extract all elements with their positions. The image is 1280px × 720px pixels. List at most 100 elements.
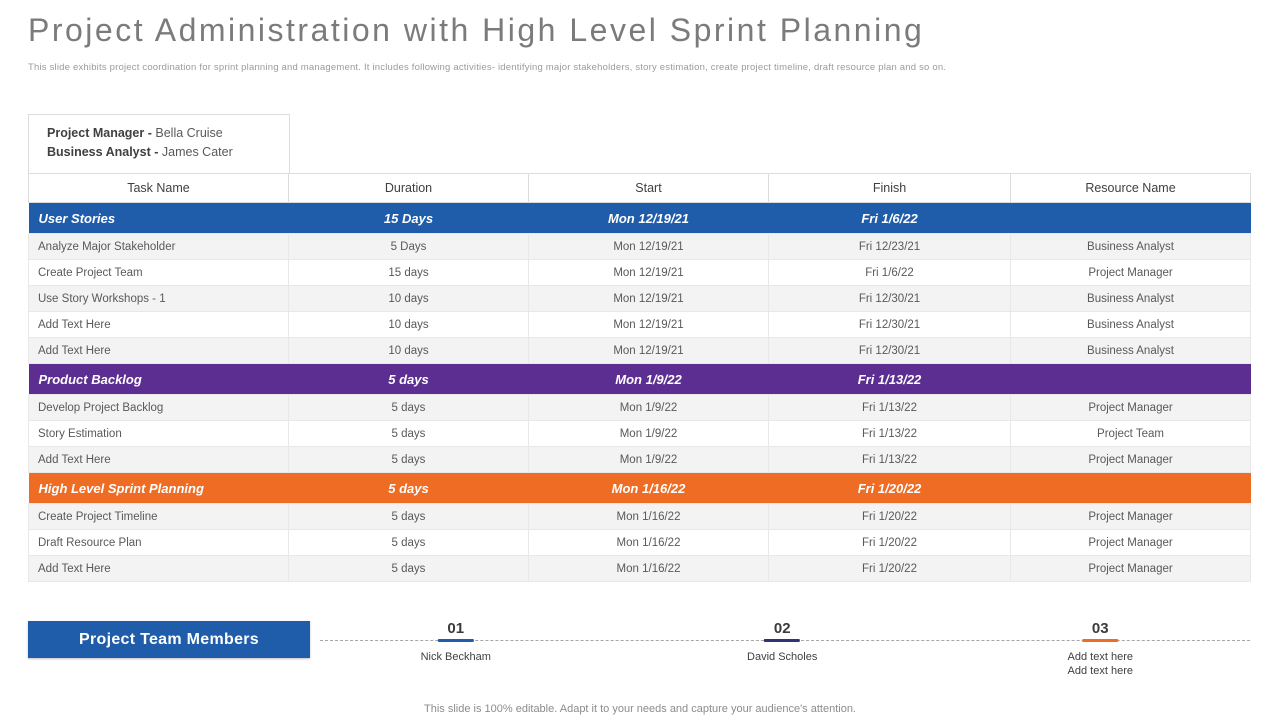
finish-cell: Fri 1/6/22 [768, 259, 1011, 286]
duration-cell: 5 days [288, 503, 529, 530]
manager-info-box: Project Manager - Bella Cruise Business … [28, 114, 290, 173]
finish-cell: Fri 1/20/22 [768, 529, 1011, 556]
duration-cell: 5 days [288, 446, 529, 473]
section-header-row: User Stories 15 Days Mon 12/19/21 Fri 1/6/2… [28, 202, 1251, 234]
task-name-cell: Add Text Here [28, 337, 289, 364]
sprint-planning-table: Task Name Duration Start Finish Resource… [28, 173, 1251, 582]
finish-cell: Fri 12/30/21 [768, 311, 1011, 338]
resource-cell: Project Manager [1010, 503, 1251, 530]
member-number: 03 [1079, 620, 1121, 637]
member-accent-underline [1082, 639, 1119, 642]
section-value-cell [1011, 364, 1251, 395]
finish-cell: Fri 1/20/22 [768, 555, 1011, 582]
project-team-members-button[interactable]: Project Team Members [28, 621, 310, 658]
column-header-resource-name: Resource Name [1010, 173, 1251, 203]
table-row: Add Text Here 5 days Mon 1/9/22 Fri 1/13/22… [28, 446, 1251, 473]
task-name-cell: Add Text Here [28, 555, 289, 582]
page-title: Project Administration with High Level S… [28, 12, 925, 48]
task-name-cell: Story Estimation [28, 420, 289, 447]
start-cell: Mon 1/16/22 [528, 555, 769, 582]
duration-cell: 5 days [288, 555, 529, 582]
finish-cell: Fri 12/30/21 [768, 337, 1011, 364]
table-row: Create Project Team 15 days Mon 12/19/21 Fr… [28, 259, 1251, 286]
section-value-cell: 5 days [388, 371, 429, 387]
duration-cell: 15 days [288, 259, 529, 286]
start-cell: Mon 1/9/22 [528, 446, 769, 473]
section-value-cell: 5 days [388, 480, 429, 496]
table-row: Draft Resource Plan 5 days Mon 1/16/22 Fri … [28, 529, 1251, 556]
duration-cell: 10 days [288, 285, 529, 312]
start-cell: Mon 1/9/22 [528, 394, 769, 421]
duration-cell: 5 days [288, 529, 529, 556]
duration-cell: 5 Days [288, 233, 529, 260]
section-title-cell: High Level Sprint Planning [38, 480, 204, 496]
section-value-cell: Mon 1/9/22 [615, 371, 682, 387]
task-name-cell: Develop Project Backlog [28, 394, 289, 421]
column-header-row: Task Name Duration Start Finish Resource… [28, 173, 1251, 203]
member-number: 02 [761, 620, 803, 637]
task-name-cell: Create Project Team [28, 259, 289, 286]
section-title-cell: Product Backlog [38, 371, 142, 387]
duration-cell: 10 days [288, 311, 529, 338]
resource-cell: Project Manager [1010, 555, 1251, 582]
finish-cell: Fri 1/13/22 [768, 394, 1011, 421]
team-members-timeline: 01 Nick Beckham 02 David Scholes 03 Add text … [320, 612, 1250, 684]
business-analyst-label: Business Analyst - [47, 145, 159, 160]
finish-cell: Fri 1/13/22 [768, 446, 1011, 473]
column-header-task-name: Task Name [28, 173, 289, 203]
task-name-cell: Add Text Here [28, 311, 289, 338]
task-name-cell: Analyze Major Stakeholder [28, 233, 289, 260]
resource-cell: Project Team [1010, 420, 1251, 447]
member-name: David Scholes [747, 651, 818, 663]
table-row: Analyze Major Stakeholder 5 Days Mon 12/19… [28, 233, 1251, 260]
table-row: Add Text Here 5 days Mon 1/16/22 Fri 1/20/2… [28, 555, 1251, 582]
section-value-cell: Mon 12/19/21 [608, 210, 689, 226]
business-analyst-value: James Cater [161, 145, 233, 160]
project-manager-label: Project Manager - [47, 126, 152, 140]
section-header-row: Product Backlog 5 days Mon 1/9/22 Fri 1/13/… [28, 363, 1251, 395]
section-value-cell [1011, 203, 1251, 234]
slide-subtitle: This slide exhibits project coordination… [28, 62, 947, 73]
slide-footer-note: This slide is 100% editable. Adapt it to… [424, 703, 856, 715]
member-accent-underline [764, 639, 801, 642]
start-cell: Mon 12/19/21 [528, 285, 769, 312]
section-title-cell: User Stories [38, 210, 116, 226]
resource-cell: Business Analyst [1010, 311, 1251, 338]
resource-cell: Project Manager [1010, 446, 1251, 473]
member-accent-underline [437, 639, 474, 642]
section-value-cell: Fri 1/20/22 [857, 480, 922, 496]
start-cell: Mon 12/19/21 [528, 311, 769, 338]
section-value-cell: Fri 1/6/22 [861, 210, 918, 226]
section-value-cell [1011, 473, 1251, 504]
member-number: 01 [435, 620, 477, 637]
table-row: Story Estimation 5 days Mon 1/9/22 Fri 1/13… [28, 420, 1251, 447]
project-manager-value: Bella Cruise [155, 126, 223, 140]
resource-cell: Business Analyst [1010, 285, 1251, 312]
member-name: Add text here Add text here [1067, 651, 1133, 678]
finish-cell: Fri 12/30/21 [768, 285, 1011, 312]
table-row: Create Project Timeline 5 days Mon 1/16/22… [28, 503, 1251, 530]
resource-cell: Business Analyst [1010, 337, 1251, 364]
table-row: Add Text Here 10 days Mon 12/19/21 Fri 12/3… [28, 311, 1251, 338]
team-member: 03 Add text here Add text here [1068, 620, 1133, 679]
section-value-cell: Mon 1/16/22 [611, 480, 686, 496]
task-name-cell: Add Text Here [28, 446, 289, 473]
task-name-cell: Create Project Timeline [28, 503, 289, 530]
task-name-cell: Draft Resource Plan [28, 529, 289, 556]
start-cell: Mon 12/19/21 [528, 259, 769, 286]
section-value-cell: 15 Days [383, 210, 434, 226]
table-row: Add Text Here 10 days Mon 12/19/21 Fri 12/3… [28, 337, 1251, 364]
section-value-cell: Fri 1/13/22 [857, 371, 922, 387]
start-cell: Mon 1/16/22 [528, 503, 769, 530]
resource-cell: Project Manager [1010, 394, 1251, 421]
section-header-row: High Level Sprint Planning 5 days Mon 1/16… [28, 472, 1251, 504]
start-cell: Mon 12/19/21 [528, 233, 769, 260]
business-analyst-line: Business Analyst - James Cater [47, 143, 289, 162]
column-header-duration: Duration [288, 173, 529, 203]
resource-cell: Project Manager [1010, 529, 1251, 556]
column-header-start: Start [528, 173, 769, 203]
resource-cell: Business Analyst [1010, 233, 1251, 260]
resource-cell: Project Manager [1010, 259, 1251, 286]
task-name-cell: Use Story Workshops - 1 [28, 285, 289, 312]
